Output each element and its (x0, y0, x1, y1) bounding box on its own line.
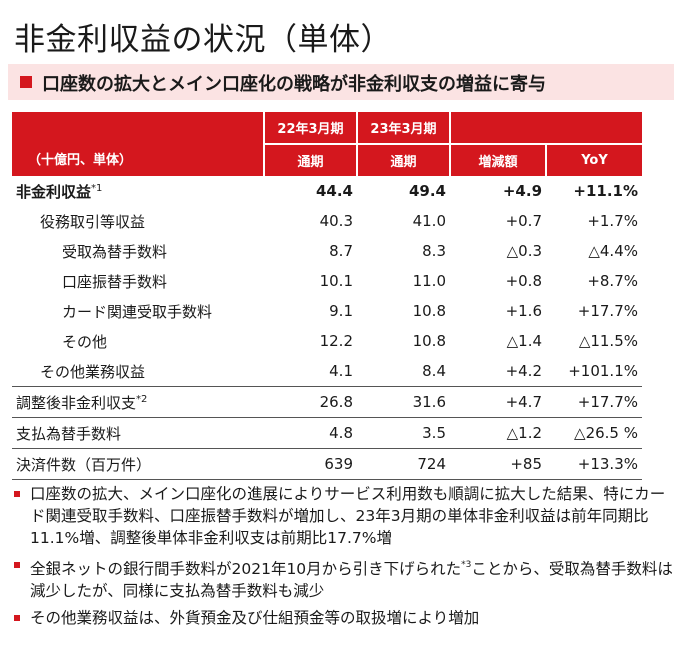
value-fy22: 4.1 (329, 362, 353, 380)
change-value: +0.8 (505, 272, 542, 290)
yoy-value: +8.7% (587, 272, 638, 290)
row-label-text: 調整後非金利収支 (16, 393, 137, 412)
value-fy23: 11.0 (412, 272, 446, 290)
yoy-value: △4.4% (588, 242, 638, 260)
non-interest-income-table: （十億円、単体） 22年3月期 23年3月期 通期 通期 増減額 YoY 非金利… (12, 112, 642, 480)
table-row: 決済件数（百万件） 639 724 +85 +13.3% (12, 448, 642, 480)
change-header: 増減額 (449, 143, 546, 176)
value-fy23: 41.0 (412, 212, 446, 230)
change-value: +4.2 (505, 362, 542, 380)
row-label: 役務取引等収益 (12, 206, 264, 236)
table-row: その他業務収益 4.1 8.4 +4.2 +101.1% (12, 356, 642, 387)
row-label-text: 非金利収益 (16, 182, 92, 201)
yoy-value: △11.5% (578, 332, 638, 350)
row-label-text: 役務取引等収益 (40, 212, 146, 231)
table-row: 受取為替手数料 8.7 8.3 △0.3 △4.4% (12, 236, 642, 266)
bullet-icon (14, 615, 20, 621)
change-value: +0.7 (505, 212, 542, 230)
change-value: +4.9 (502, 182, 542, 200)
row-label: カード関連受取手数料 (12, 296, 264, 326)
unit-label: （十億円、単体） (12, 112, 264, 176)
row-label-text: 受取為替手数料 (62, 242, 168, 261)
row-label-text: 口座振替手数料 (62, 272, 168, 291)
yoy-value: +1.7% (587, 212, 638, 230)
value-fy22: 10.1 (319, 272, 353, 290)
yoy-value: +17.7% (546, 386, 642, 418)
row-label-text: カード関連受取手数料 (62, 302, 213, 321)
value-fy22: 4.8 (264, 417, 357, 449)
footnote-ref: *1 (91, 182, 103, 194)
value-fy23: 10.8 (412, 302, 446, 320)
year-header-fy23: 23年3月期 (356, 112, 450, 145)
row-label-text: 決済件数（百万件） (16, 455, 152, 474)
year-header-fy22: 22年3月期 (263, 112, 357, 145)
yoy-value: +17.7% (577, 302, 638, 320)
value-fy22: 9.1 (329, 302, 353, 320)
page-title: 非金利収益の状況（単体） (14, 22, 392, 58)
header-spacer (449, 112, 642, 144)
change-value: △0.3 (506, 242, 542, 260)
change-value: △1.2 (450, 417, 546, 449)
value-fy22: 44.4 (315, 182, 353, 200)
yoy-value: +101.1% (568, 362, 638, 380)
period-header-fy23: 通期 (356, 143, 450, 176)
note-text: その他業務収益は、外貨預金及び仕組預金等の取扱増により増加 (30, 609, 480, 627)
change-value: +1.6 (505, 302, 542, 320)
note-item: 口座数の拡大、メイン口座化の進展によりサービス利用数も順調に拡大した結果、特にカ… (10, 483, 678, 549)
yoy-value: △26.5 % (546, 417, 642, 449)
value-fy22: 639 (264, 448, 357, 480)
bullet-icon (14, 562, 20, 568)
row-label: 口座振替手数料 (12, 266, 264, 296)
note-text-cont: ことから、受取為替手数料は減少したが、同様に支払為替手数料も減少 (30, 560, 673, 600)
row-label: 決済件数（百万件） (12, 448, 264, 480)
table-row: 役務取引等収益 40.3 41.0 +0.7 +1.7% (12, 206, 642, 236)
table-row: 支払為替手数料 4.8 3.5 △1.2 △26.5 % (12, 417, 642, 449)
note-item: その他業務収益は、外貨預金及び仕組預金等の取扱増により増加 (10, 607, 678, 629)
value-fy23: 724 (357, 448, 450, 480)
value-fy23: 49.4 (408, 182, 446, 200)
yoy-header: YoY (545, 143, 642, 176)
table-row: 非金利収益*1 44.4 49.4 +4.9 +11.1% (12, 176, 642, 206)
change-value: +85 (450, 448, 546, 480)
value-fy23: 8.3 (422, 242, 446, 260)
period-header-fy22: 通期 (263, 143, 357, 176)
change-value: +4.7 (450, 386, 546, 418)
table-row: 口座振替手数料 10.1 11.0 +0.8 +8.7% (12, 266, 642, 296)
yoy-value: +11.1% (573, 182, 638, 200)
row-label: 支払為替手数料 (12, 417, 264, 449)
row-label: 非金利収益*1 (12, 176, 264, 206)
table-row: カード関連受取手数料 9.1 10.8 +1.6 +17.7% (12, 296, 642, 326)
table-row: その他 12.2 10.8 △1.4 △11.5% (12, 326, 642, 356)
value-fy22: 26.8 (264, 386, 357, 418)
row-label-text: その他 (62, 332, 108, 351)
value-fy22: 12.2 (319, 332, 353, 350)
table-row: 調整後非金利収支*2 26.8 31.6 +4.7 +17.7% (12, 386, 642, 418)
value-fy23: 31.6 (357, 386, 450, 418)
change-value: △1.4 (506, 332, 542, 350)
row-label-text: 支払為替手数料 (16, 424, 122, 443)
row-label: その他業務収益 (12, 356, 264, 387)
row-label: 調整後非金利収支*2 (12, 386, 264, 418)
yoy-value: +13.3% (546, 448, 642, 480)
note-item: 全銀ネットの銀行間手数料が2021年10月から引き下げられた*3ことから、受取為… (10, 554, 678, 602)
row-label: 受取為替手数料 (12, 236, 264, 266)
value-fy22: 40.3 (319, 212, 353, 230)
row-label-text: その他業務収益 (40, 362, 146, 381)
row-label: その他 (12, 326, 264, 356)
notes-list: 口座数の拡大、メイン口座化の進展によりサービス利用数も順調に拡大した結果、特にカ… (10, 483, 678, 634)
subtitle-banner: 口座数の拡大とメイン口座化の戦略が非金利収支の増益に寄与 (8, 64, 674, 100)
bullet-icon (14, 491, 20, 497)
value-fy22: 8.7 (329, 242, 353, 260)
value-fy23: 3.5 (357, 417, 450, 449)
value-fy23: 10.8 (412, 332, 446, 350)
footnote-ref: *2 (136, 393, 148, 405)
footnote-ref: *3 (461, 560, 472, 570)
value-fy23: 8.4 (422, 362, 446, 380)
note-text: 口座数の拡大、メイン口座化の進展によりサービス利用数も順調に拡大した結果、特にカ… (30, 485, 666, 547)
note-text: 全銀ネットの銀行間手数料が2021年10月から引き下げられた (30, 560, 462, 578)
square-bullet-icon (20, 76, 32, 88)
subtitle-text: 口座数の拡大とメイン口座化の戦略が非金利収支の増益に寄与 (42, 74, 546, 95)
